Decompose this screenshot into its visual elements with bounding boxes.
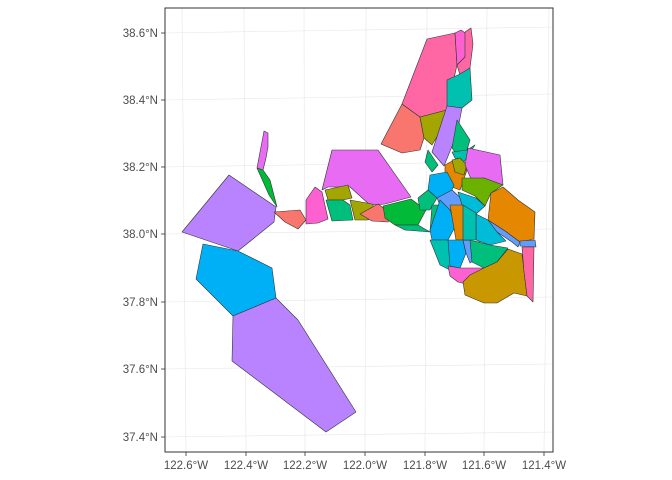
grid-line-lon-122-0 — [364, 7, 367, 453]
x-tick-label: 122.0°W — [343, 460, 387, 472]
grid-line-lon-121-4 — [543, 7, 550, 453]
grid-line-lat-37-6 — [164, 363, 554, 370]
region-5 — [256, 167, 278, 208]
y-tick-label: 38.2°N — [123, 162, 158, 174]
y-tick-label: 38.0°N — [123, 229, 158, 241]
grid-line-lat-37-4 — [164, 431, 554, 438]
y-tick-label: 37.8°N — [123, 297, 158, 309]
x-tick-label: 121.6°W — [462, 460, 506, 472]
region-4 — [256, 130, 269, 171]
y-tick-label: 38.6°N — [123, 28, 158, 40]
y-axis: 38.6°N 38.4°N 38.2°N 38.0°N 37.8°N 37.6°… — [123, 28, 165, 444]
region-32 — [519, 239, 537, 248]
panel-border — [164, 7, 554, 453]
x-tick-label: 122.2°W — [283, 460, 327, 472]
region-28 — [461, 177, 504, 207]
region-6 — [273, 209, 307, 230]
region-10 — [325, 199, 354, 222]
y-tick-label: 38.4°N — [123, 95, 158, 107]
grid-line-lat-38-4 — [164, 93, 554, 101]
x-tick-label: 121.4°W — [522, 460, 566, 472]
x-tick-label: 122.4°W — [224, 460, 268, 472]
region-24 — [424, 149, 439, 173]
grid-line-lat-38-6 — [164, 26, 554, 34]
region-21 — [431, 105, 463, 167]
region-40 — [462, 204, 477, 241]
region-42 — [447, 239, 467, 269]
region-1 — [181, 174, 277, 252]
region-7 — [305, 186, 329, 225]
y-tick-label: 37.6°N — [123, 364, 158, 376]
region-3 — [231, 297, 357, 433]
y-tick-label: 37.4°N — [123, 432, 158, 444]
x-tick-label: 122.6°W — [164, 460, 208, 472]
region-9 — [324, 184, 353, 201]
regions — [181, 27, 537, 433]
region-47 — [521, 246, 535, 303]
x-tick-label: 121.8°W — [403, 460, 447, 472]
region-26 — [451, 157, 468, 176]
x-axis: 122.6°W 122.4°W 122.2°W 122.0°W 121.8°W … — [164, 452, 566, 472]
